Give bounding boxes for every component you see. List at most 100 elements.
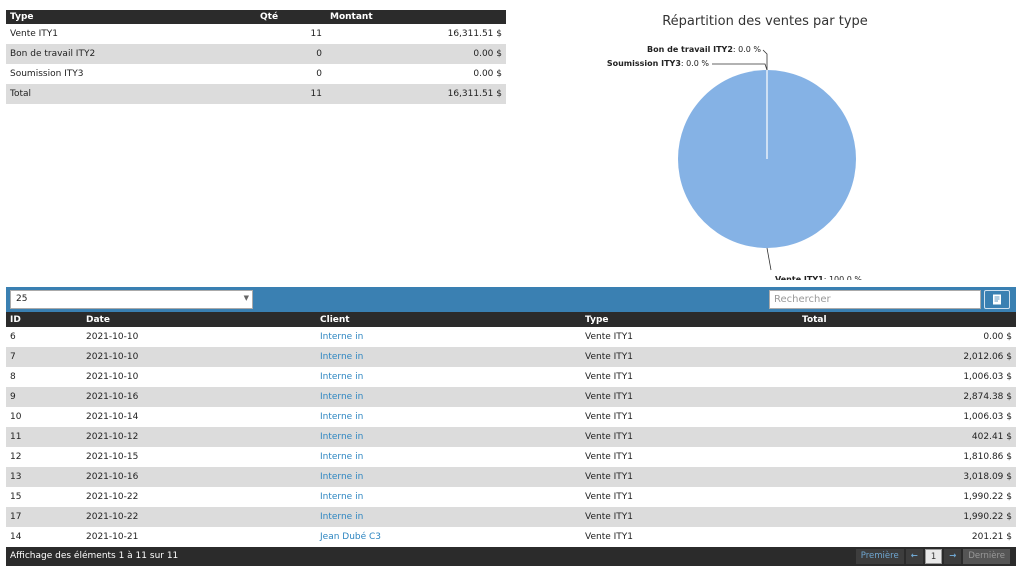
cell-date: 2021-10-22 [82,507,316,527]
cell-total: 1,990.22 $ [963,492,1012,502]
table-row[interactable]: 6 2021-10-10 Interne in Vente ITY1 0.00 $ [6,327,1016,347]
cell-id: 8 [10,372,16,382]
table-row[interactable]: 14 2021-10-21 Jean Dubé C3 Vente ITY1 201.21… [6,527,1016,547]
slice-label-percent: : 0.0 % [733,45,762,54]
client-link[interactable]: Interne in [320,452,364,462]
label-connector [766,247,772,271]
cell-id: 13 [6,467,82,487]
client-link[interactable]: Interne in [320,332,364,342]
summary-header-amount: Montant [326,10,506,24]
cell-total: 1,810.86 $ [963,452,1012,462]
header-total[interactable]: Total [798,312,1016,327]
arrow-left-icon[interactable]: ← [905,549,923,564]
table-row[interactable]: 17 2021-10-22 Interne in Vente ITY1 1,990.22… [6,507,1016,527]
slice-label: Vente ITY1: 100.0 % [775,275,862,280]
cell-total: 0.00 $ [983,332,1012,342]
slice-label-percent: : 100.0 % [824,275,863,280]
cell-total: 201.21 $ [971,532,1012,542]
document-icon [993,294,1001,305]
client-link[interactable]: Interne in [316,427,581,447]
summary-amount: 0.00 $ [473,69,502,79]
summary-amount: 16,311.51 $ [326,84,506,104]
page-size-select[interactable]: 25 ▼ [10,290,253,309]
cell-total: 402.41 $ [798,427,1016,447]
chevron-down-icon: ▼ [243,294,249,302]
search-input[interactable] [769,290,981,309]
cell-total: 1,990.22 $ [798,507,1016,527]
summary-row: Bon de travail ITY2 0 0.00 $ [6,44,506,64]
cell-id: 15 [10,492,22,502]
slice-label-name: Vente ITY1 [775,275,824,280]
cell-id: 7 [6,347,82,367]
export-button[interactable] [984,290,1010,309]
page-number-button[interactable]: 1 [924,549,943,564]
header-type[interactable]: Type [581,312,798,327]
table-row[interactable]: 12 2021-10-15 Interne in Vente ITY1 1,810.86… [6,447,1016,467]
arrow-right-icon[interactable]: → [944,549,962,564]
pie-chart: Bon de travail ITY2: 0.0 % Soumission ITY… [607,45,863,280]
slice-label: Bon de travail ITY2: 0.0 % [647,45,761,54]
label-connector [762,49,768,70]
summary-qty: 11 [256,84,326,104]
client-link[interactable]: Interne in [320,492,364,502]
cell-date: 2021-10-10 [82,347,316,367]
cell-total: 1,006.03 $ [963,372,1012,382]
cell-type: Vente ITY1 [581,427,798,447]
summary-qty: 0 [256,44,326,64]
cell-date: 2021-10-10 [86,332,139,342]
cell-type: Vente ITY1 [585,452,634,462]
summary-row: Vente ITY1 11 16,311.51 $ [6,24,506,44]
client-link[interactable]: Interne in [316,467,581,487]
summary-type: Bon de travail ITY2 [6,44,256,64]
table-row[interactable]: 8 2021-10-10 Interne in Vente ITY1 1,006.03 … [6,367,1016,387]
cell-date: 2021-10-16 [82,467,316,487]
table-row[interactable]: 15 2021-10-22 Interne in Vente ITY1 1,990.22… [6,487,1016,507]
cell-id: 6 [10,332,16,342]
client-link[interactable]: Interne in [316,347,581,367]
slice-label: Soumission ITY3: 0.0 % [607,59,710,68]
table-toolbar: 25 ▼ [6,287,1016,312]
header-date[interactable]: Date [82,312,316,327]
client-link[interactable]: Jean Dubé C3 [320,532,382,542]
header-id[interactable]: ID [6,312,82,327]
cell-type: Vente ITY1 [585,412,634,422]
first-page-button[interactable]: Première [855,549,904,564]
summary-table: Type Qté Montant Vente ITY1 11 16,311.51… [6,10,506,104]
cell-date: 2021-10-16 [82,387,316,407]
table-row[interactable]: 11 2021-10-12 Interne in Vente ITY1 402.41 $ [6,427,1016,447]
slice-label-percent: : 0.0 % [681,59,710,68]
table-row[interactable]: 13 2021-10-16 Interne in Vente ITY1 3,018.09… [6,467,1016,487]
summary-type: Soumission ITY3 [10,69,84,79]
cell-id: 14 [10,532,22,542]
cell-total: 2,874.38 $ [798,387,1016,407]
summary-qty: 11 [310,29,322,39]
pagination: Première ← 1 → Dernière [855,549,1010,564]
table-row[interactable]: 10 2021-10-14 Interne in Vente ITY1 1,006.03… [6,407,1016,427]
cell-id: 11 [6,427,82,447]
cell-id: 10 [10,412,22,422]
table-row[interactable]: 9 2021-10-16 Interne in Vente ITY1 2,874.38 … [6,387,1016,407]
summary-header-type: Type [6,10,256,24]
client-link[interactable]: Interne in [316,507,581,527]
cell-date: 2021-10-21 [86,532,139,542]
pagination-info: Affichage des éléments 1 à 11 sur 11 [10,551,179,561]
cell-date: 2021-10-15 [86,452,139,462]
client-link[interactable]: Interne in [316,387,581,407]
summary-amount: 0.00 $ [326,44,506,64]
cell-total: 1,006.03 $ [963,412,1012,422]
header-client[interactable]: Client [316,312,581,327]
cell-type: Vente ITY1 [581,507,798,527]
summary-total-row: Total 11 16,311.51 $ [6,84,506,104]
page-size-value: 25 [16,294,28,304]
sales-table: ID Date Client Type Total 6 2021-10-10 Int… [6,312,1016,547]
client-link[interactable]: Interne in [320,412,364,422]
cell-type: Vente ITY1 [585,532,634,542]
summary-amount: 16,311.51 $ [447,29,502,39]
chart-title: Répartition des ventes par type [662,14,868,29]
table-row[interactable]: 7 2021-10-10 Interne in Vente ITY1 2,012.06 … [6,347,1016,367]
cell-type: Vente ITY1 [581,467,798,487]
last-page-button[interactable]: Dernière [963,549,1010,564]
client-link[interactable]: Interne in [320,372,364,382]
label-connector [712,63,768,71]
summary-header-row: Type Qté Montant [6,10,506,24]
